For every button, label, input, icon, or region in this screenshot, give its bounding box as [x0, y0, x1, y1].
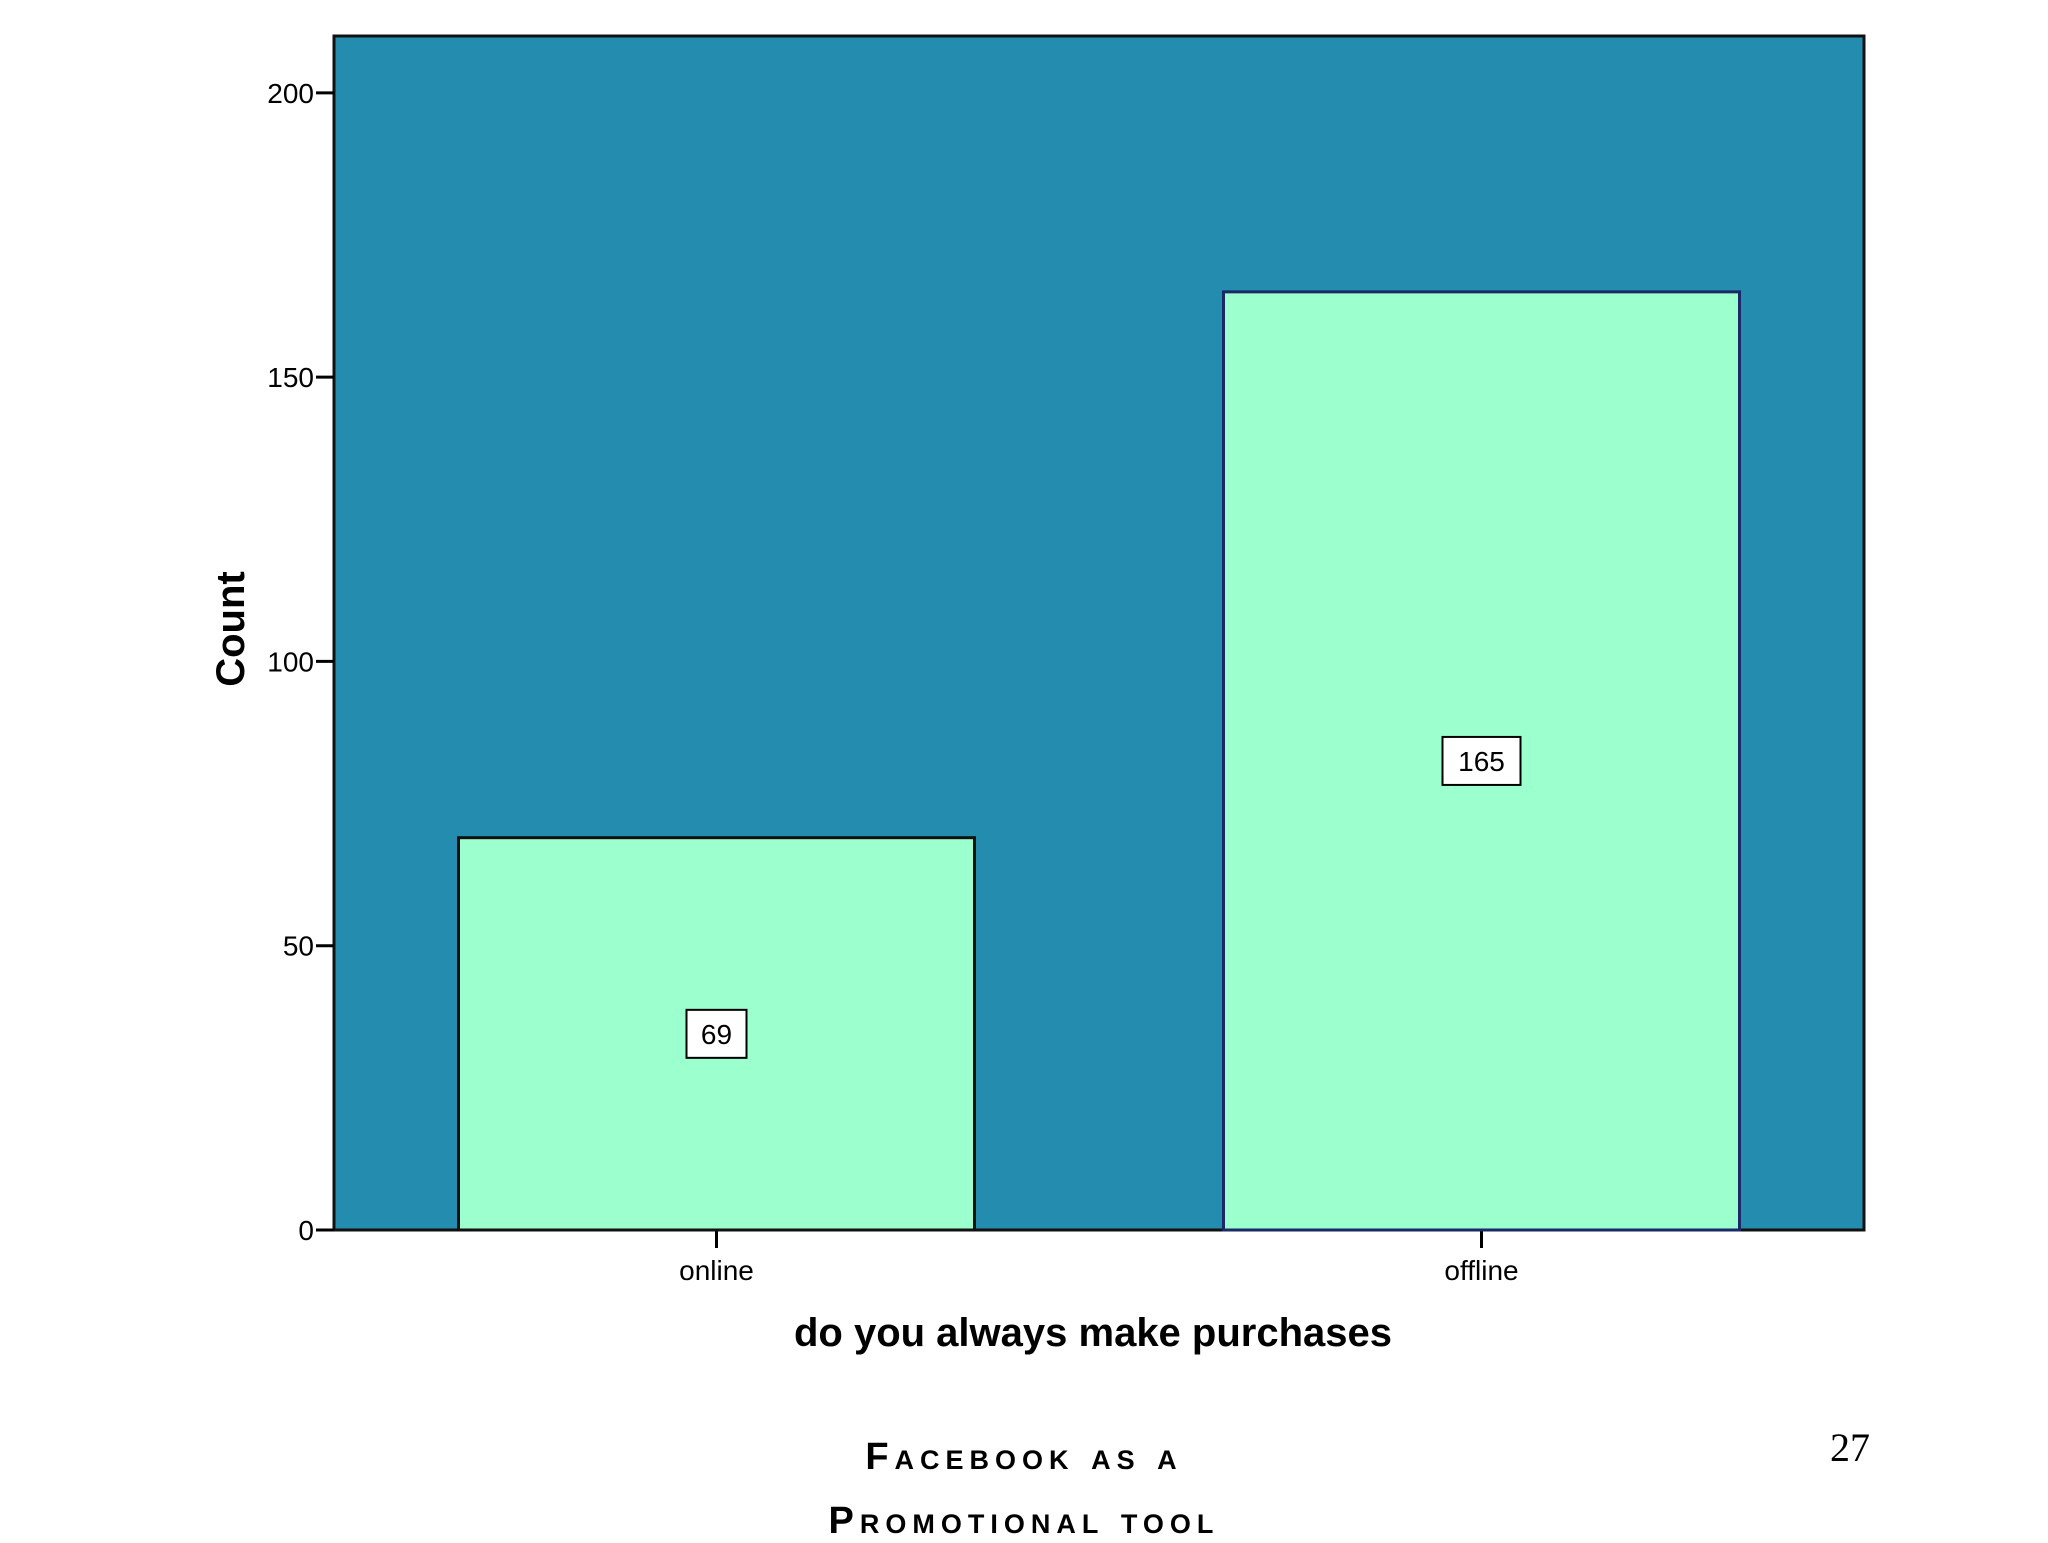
data-label-box [1441, 735, 1522, 786]
y-tick-label: 0 [298, 1215, 314, 1246]
y-tick-label: 200 [267, 78, 314, 109]
x-axis-title: do you always make purchases [794, 1311, 1392, 1355]
bar-chart: 0 50 100 150 200 online offline 69 165 Count d… [209, 34, 1866, 1355]
y-tick-label: 50 [283, 931, 314, 962]
x-tick-label: offline [1444, 1255, 1518, 1286]
y-axis: 0 50 100 150 200 [267, 78, 334, 1246]
y-tick-label: 100 [267, 646, 314, 677]
footer-title-line-2: Promotional tool [828, 1500, 1220, 1542]
y-axis-title: Count [209, 571, 253, 687]
data-labels: 69 165 [685, 735, 1522, 1059]
data-label: 165 [1458, 746, 1505, 777]
y-tick-label: 150 [267, 362, 314, 393]
x-tick-label: online [679, 1255, 754, 1286]
footer-title-line-1: Facebook as a [865, 1436, 1183, 1478]
data-label-box [685, 1008, 748, 1059]
page-number: 27 [1830, 1425, 1870, 1470]
data-label: 69 [701, 1019, 732, 1050]
x-axis: online offline [679, 1230, 1519, 1286]
